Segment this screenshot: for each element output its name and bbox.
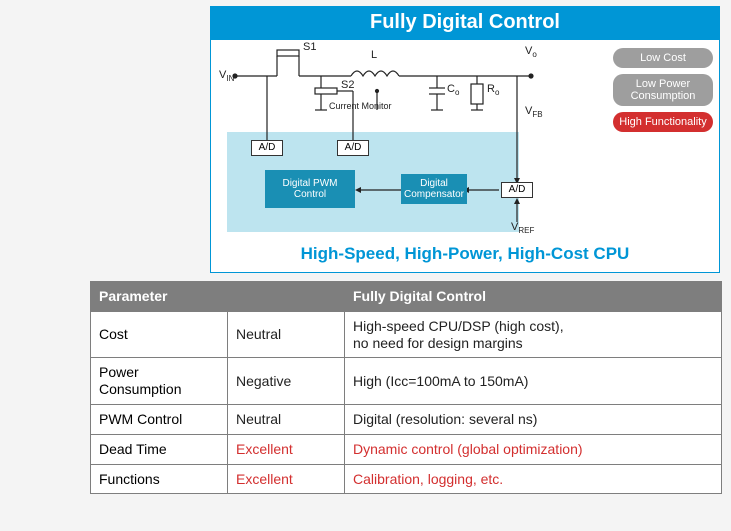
cell-param: PWM Control [91,404,228,434]
label-ro: Ro [487,84,499,97]
cell-param: Functions [91,464,228,494]
table-header-row: Parameter Fully Digital Control [91,282,722,312]
cell-detail: High (Icc=100mA to 150mA) [345,358,722,405]
panel-caption: High-Speed, High-Power, High-Cost CPU [211,240,719,272]
label-s2: S2 [341,80,354,91]
th-blank [228,282,345,312]
page-root: Fully Digital Control [0,0,731,531]
cell-param: Cost [91,311,228,358]
cell-detail: Calibration, logging, etc. [345,464,722,494]
label-vin: VIN [219,70,234,83]
table-row: Dead Time Excellent Dynamic control (glo… [91,434,722,464]
cell-rating: Excellent [228,464,345,494]
cell-detail: Dynamic control (global optimization) [345,434,722,464]
badge-low-power: Low Power Consumption [613,74,713,106]
cell-param: Power Consumption [91,358,228,405]
digital-pwm-block: Digital PWMControl [265,170,355,208]
label-vref: VREF [511,222,534,235]
cell-param: Dead Time [91,434,228,464]
table-body: Cost Neutral High-speed CPU/DSP (high co… [91,311,722,494]
ad-box-3: A/D [501,182,533,198]
cell-detail: Digital (resolution: several ns) [345,404,722,434]
table-row: Cost Neutral High-speed CPU/DSP (high co… [91,311,722,358]
cell-rating: Negative [228,358,345,405]
digital-comp-block: DigitalCompensator [401,174,467,204]
table-row: Functions Excellent Calibration, logging… [91,464,722,494]
badge-low-cost: Low Cost [613,48,713,68]
label-s1: S1 [303,42,316,53]
badge-high-func: High Functionality [613,112,713,132]
label-co: Co [447,84,459,97]
label-vo: Vo [525,46,537,59]
cell-detail: High-speed CPU/DSP (high cost),no need f… [345,311,722,358]
diagram-panel: Fully Digital Control [210,6,720,273]
label-vfb: VFB [525,106,543,119]
ad-box-1: A/D [251,140,283,156]
ad-box-2: A/D [337,140,369,156]
cell-rating: Neutral [228,311,345,358]
label-current-monitor: Current Monitor [329,102,392,111]
cell-rating: Neutral [228,404,345,434]
panel-title: Fully Digital Control [211,7,719,40]
cell-rating: Excellent [228,434,345,464]
params-table: Parameter Fully Digital Control Cost Neu… [90,281,722,494]
th-parameter: Parameter [91,282,228,312]
th-detail: Fully Digital Control [345,282,722,312]
badge-stack: Low Cost Low Power Consumption High Func… [613,48,713,138]
table-row: PWM Control Neutral Digital (resolution:… [91,404,722,434]
table-row: Power Consumption Negative High (Icc=100… [91,358,722,405]
diagram-area: VIN S1 L S2 Current Monitor Co Ro Vo VFB… [211,40,719,240]
label-L: L [371,50,377,61]
